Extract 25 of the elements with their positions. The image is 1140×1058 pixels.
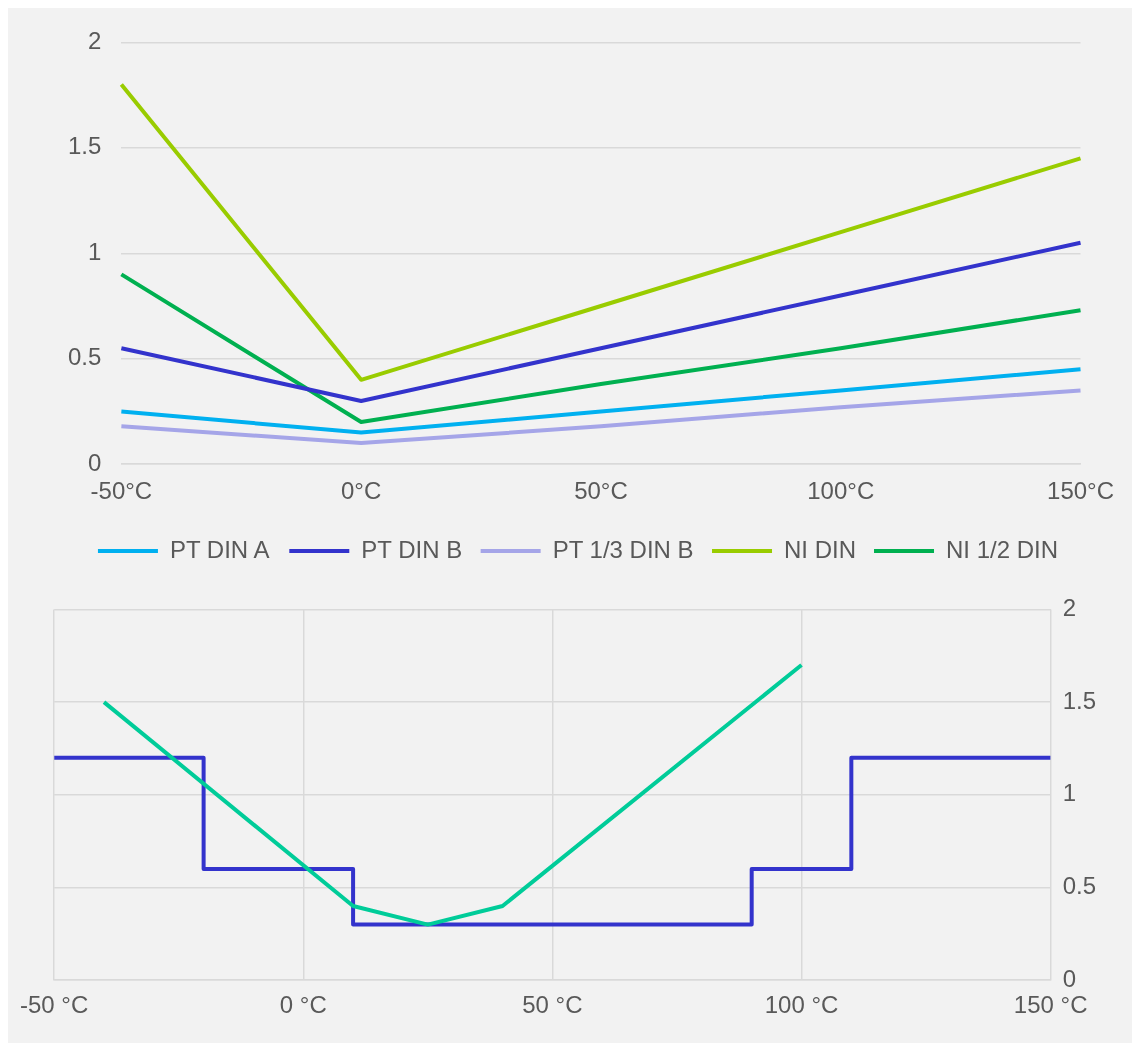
x-tick-label: 150°C [1047, 477, 1115, 505]
y2-tick-label: 1 [1062, 779, 1076, 807]
y-tick-label: 2 [88, 27, 102, 55]
x-tick-label: 100°C [807, 477, 875, 505]
y2-tick-label: 0.5 [1062, 872, 1097, 900]
y2-tick-label: 1.5 [1062, 686, 1097, 714]
y-tick-label: 1.5 [67, 132, 102, 160]
y2-tick-label: 2 [1062, 594, 1076, 622]
legend-label: NI DIN [784, 535, 857, 563]
x-tick-label: 150 °C [1013, 991, 1088, 1019]
y-tick-label: 1 [88, 237, 102, 265]
y2-tick-label: 0 [1062, 964, 1076, 992]
legend-label: NI 1/2 DIN [946, 535, 1059, 563]
x-tick-label: 50°C [574, 477, 628, 505]
x-tick-label: 100 °C [764, 991, 839, 1019]
x-tick-label: 50 °C [522, 991, 583, 1019]
x-tick-label: -50 °C [19, 991, 89, 1019]
legend-label: PT DIN B [361, 535, 463, 563]
y-tick-label: 0.5 [67, 343, 102, 371]
legend-label: PT 1/3 DIN B [552, 535, 694, 563]
x-tick-label: 0°C [341, 477, 382, 505]
legend-label: PT DIN A [169, 535, 270, 563]
y-tick-label: 0 [88, 448, 102, 476]
x-tick-label: -50°C [90, 477, 153, 505]
x-tick-label: 0 °C [279, 991, 327, 1019]
